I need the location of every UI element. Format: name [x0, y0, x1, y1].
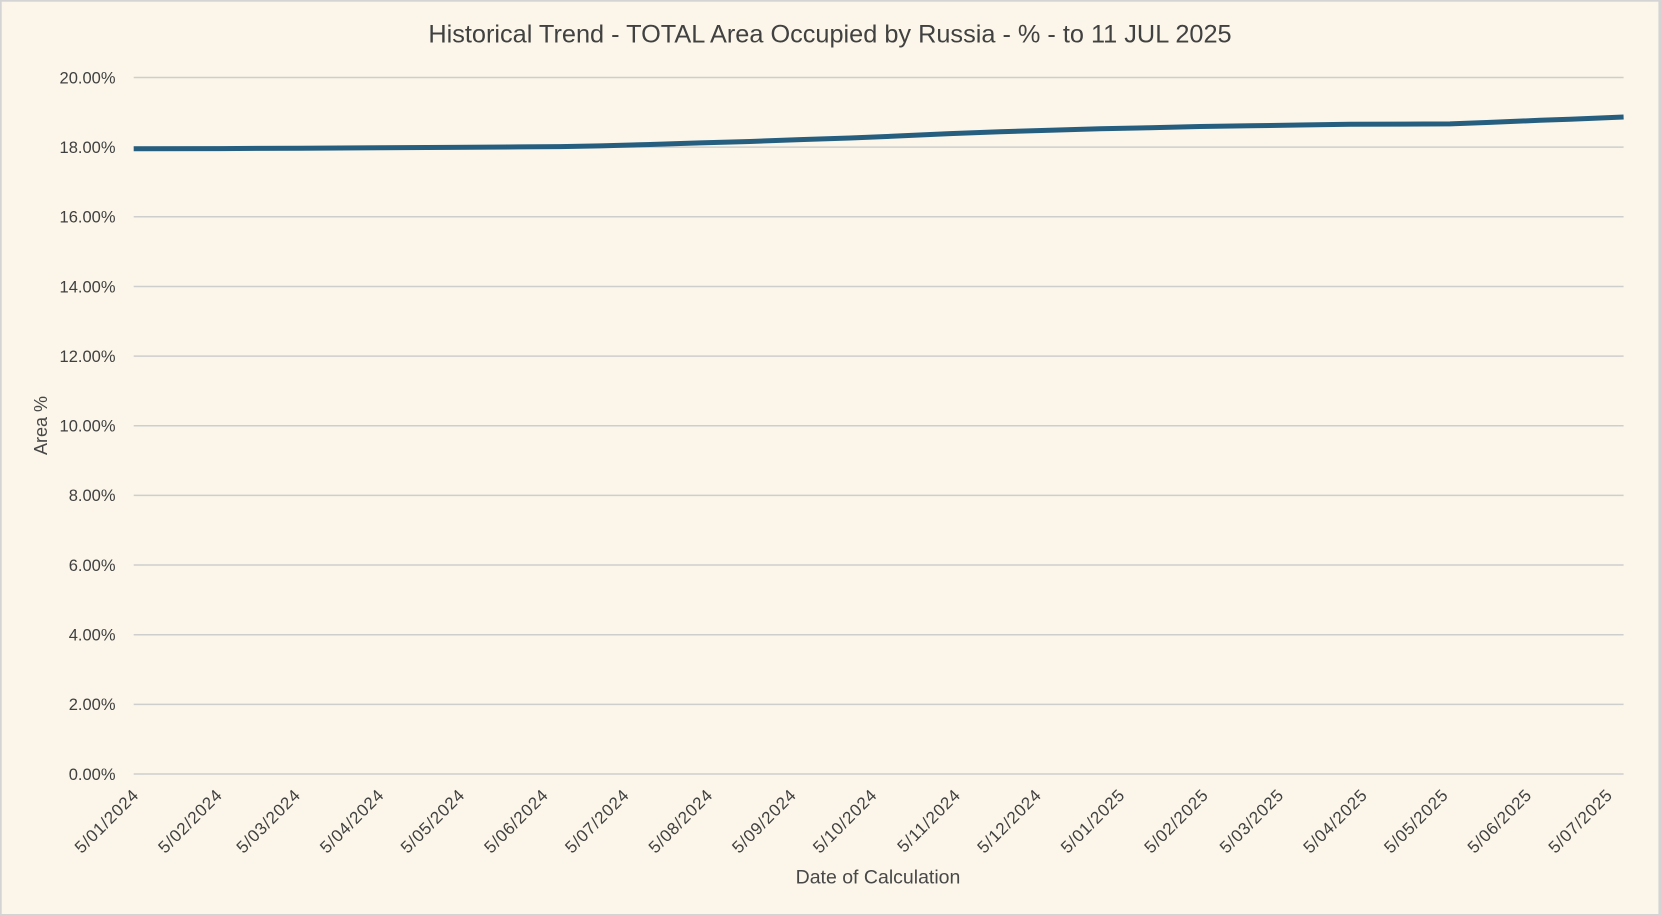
svg-text:4.00%: 4.00%	[69, 627, 116, 645]
svg-text:Date of Calculation: Date of Calculation	[796, 866, 961, 888]
svg-text:20.00%: 20.00%	[60, 69, 116, 87]
svg-text:Area %: Area %	[31, 396, 51, 455]
svg-text:0.00%: 0.00%	[69, 766, 116, 784]
svg-text:18.00%: 18.00%	[60, 139, 116, 157]
svg-text:12.00%: 12.00%	[60, 348, 116, 366]
svg-text:2.00%: 2.00%	[69, 696, 116, 714]
svg-text:8.00%: 8.00%	[69, 487, 116, 505]
svg-text:10.00%: 10.00%	[60, 418, 116, 436]
svg-text:14.00%: 14.00%	[60, 278, 116, 296]
svg-text:6.00%: 6.00%	[69, 557, 116, 575]
svg-text:Historical Trend - TOTAL Area: Historical Trend - TOTAL Area Occupied b…	[428, 21, 1231, 49]
svg-text:16.00%: 16.00%	[60, 209, 116, 227]
